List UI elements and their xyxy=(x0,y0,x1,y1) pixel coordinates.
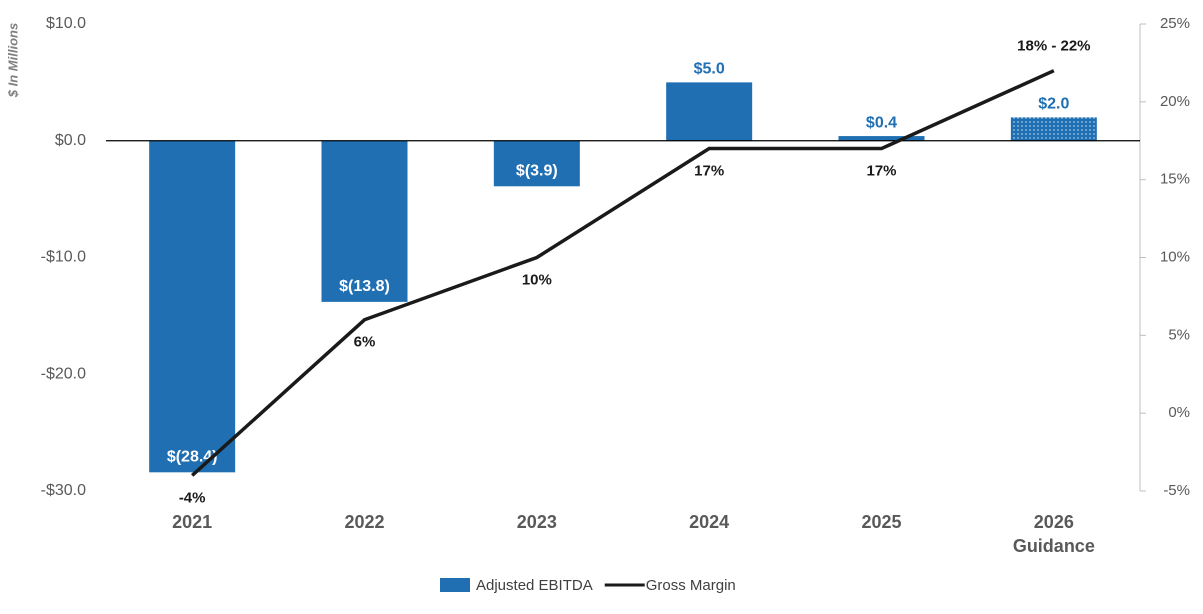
bar-value-label: $(13.8) xyxy=(339,278,390,295)
y2-tick-label: -5% xyxy=(1163,482,1190,499)
line-value-label: -4% xyxy=(179,489,206,506)
line xyxy=(190,69,1055,477)
line-value-label: 6% xyxy=(354,334,376,351)
x-tick-label: 2024 xyxy=(689,512,730,532)
x-tick-label: 2021 xyxy=(172,512,213,532)
bar-value-label: $0.4 xyxy=(866,114,897,131)
bar-value-label: $(28.4) xyxy=(167,449,218,466)
y2-tick-label: 5% xyxy=(1168,326,1190,343)
x-tick-label: 2022 xyxy=(344,512,385,532)
bar xyxy=(149,140,236,473)
x-tick-label: 2026 Guidance xyxy=(1012,512,1095,556)
y-tick-label: -$10.0 xyxy=(41,249,86,266)
line-value-label: 17% xyxy=(866,163,896,180)
line-value-label: 10% xyxy=(522,271,552,288)
bar-value-label: $5.0 xyxy=(694,61,725,78)
y-tick-label: -$20.0 xyxy=(41,365,86,382)
bar-value-label: $(3.9) xyxy=(516,163,558,180)
bar-value-label: $2.0 xyxy=(1038,96,1069,113)
y2-tick-label: 10% xyxy=(1160,248,1190,265)
legend-label: Adjusted EBITDA xyxy=(476,577,593,594)
x-tick-label: 2025 xyxy=(861,512,902,532)
bar xyxy=(666,82,753,141)
y-axis-label: $ In Millions xyxy=(5,23,20,98)
y2-tick-label: 0% xyxy=(1168,404,1190,421)
bar xyxy=(321,140,408,302)
line-value-label: 17% xyxy=(694,163,724,180)
y2-tick-label: 25% xyxy=(1160,15,1190,32)
bar xyxy=(1010,117,1097,141)
bar xyxy=(838,136,925,141)
x-tick-label: 2023 xyxy=(516,512,557,532)
y-tick-label: $0.0 xyxy=(55,132,86,149)
y2-tick-label: 20% xyxy=(1160,93,1190,110)
bar xyxy=(493,140,580,187)
y-tick-label: -$30.0 xyxy=(41,482,86,499)
legend-swatch xyxy=(440,578,470,592)
y-tick-label: $10.0 xyxy=(46,15,86,32)
y2-tick-label: 15% xyxy=(1160,171,1190,188)
line-value-label: 18% - 22% xyxy=(1017,38,1090,55)
legend-label: Gross Margin xyxy=(646,577,736,594)
